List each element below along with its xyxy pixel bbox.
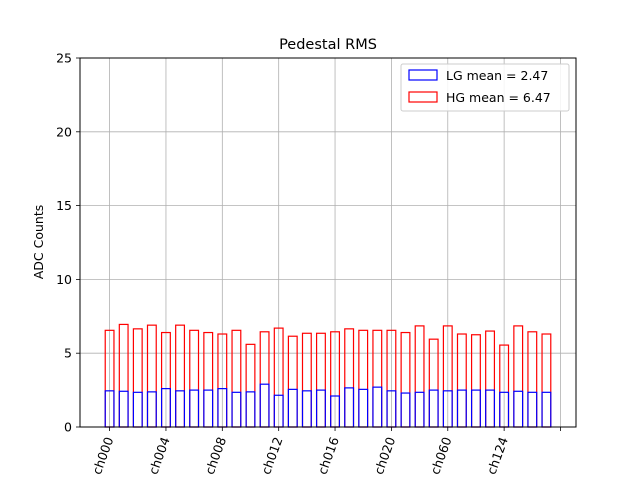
legend-swatch-hg — [408, 91, 438, 103]
chart-title: Pedestal RMS — [279, 37, 377, 53]
y-tick-label: 15 — [56, 198, 72, 213]
legend: LG mean = 2.47 HG mean = 6.47 — [400, 63, 570, 112]
grid-lines — [80, 57, 576, 428]
legend-label-hg: HG mean = 6.47 — [446, 90, 551, 105]
legend-box — [400, 63, 570, 112]
legend-label-lg: LG mean = 2.47 — [446, 68, 548, 83]
y-tick-label: 5 — [64, 346, 72, 361]
legend-swatch-lg — [408, 69, 438, 81]
y-tick-label: 0 — [64, 420, 72, 435]
y-axis-label: ADC Counts — [31, 205, 46, 280]
y-tick-label: 20 — [56, 124, 72, 139]
y-tick-label: 25 — [56, 51, 72, 66]
y-axis: 0 5 10 15 20 25 — [56, 51, 80, 435]
plot-area-frame — [79, 57, 577, 428]
y-tick-label: 10 — [56, 272, 72, 287]
